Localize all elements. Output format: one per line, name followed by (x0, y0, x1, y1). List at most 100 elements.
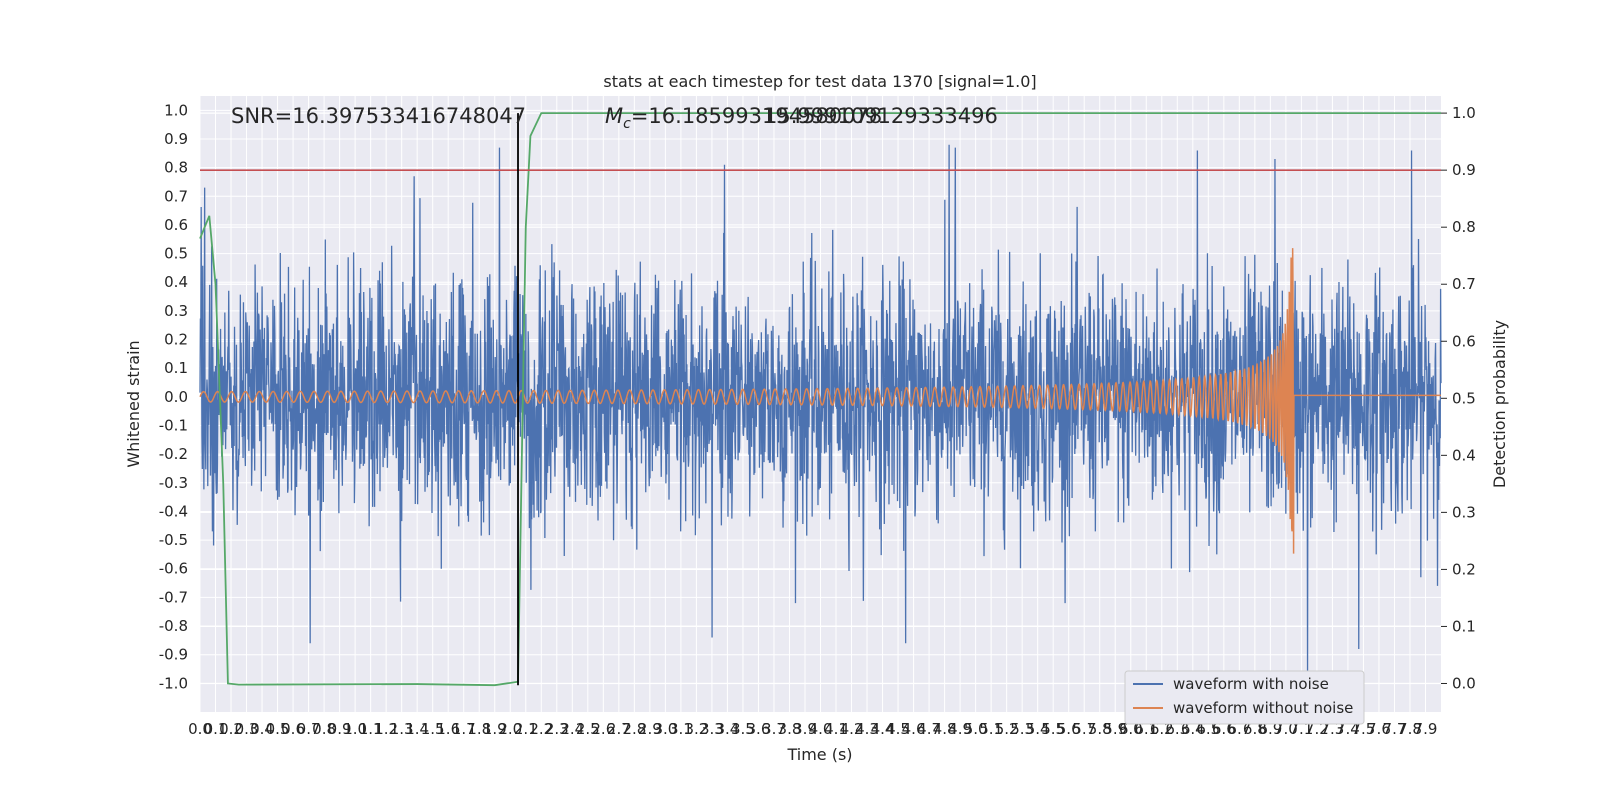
chart-title: stats at each timestep for test data 137… (603, 72, 1036, 91)
y2-tick-label: 0.9 (1452, 161, 1476, 179)
x-tick-label: 3.4 (715, 720, 739, 738)
y-axis-ticks: 1.0 0.9 0.8 0.7 0.6 0.5 0.4 0.3 0.2 0.1 0.0 -0.1 -0.… (159, 101, 188, 692)
x-tick-label: 7.9 (1414, 720, 1438, 738)
y-tick-label: -0.5 (159, 531, 188, 549)
x-tick-label: 0.8 (312, 720, 336, 738)
x-tick-label: 3.0 (653, 720, 677, 738)
y-tick-label: 0.6 (164, 216, 188, 234)
y2-tick-label: 0.6 (1452, 332, 1476, 350)
x-tick-label: 3.9 (793, 720, 817, 738)
x-tick-label: 5.6 (1057, 720, 1081, 738)
x-tick-label: 1.5 (421, 720, 445, 738)
y2-tick-label: 0.5 (1452, 389, 1476, 407)
x-tick-label: 1.6 (436, 720, 460, 738)
x-tick-label: 3.3 (700, 720, 724, 738)
y-tick-label: 0.7 (164, 187, 188, 205)
x-axis-label: Time (s) (786, 745, 852, 764)
x-tick-label: 0.5 (266, 720, 290, 738)
probability-line (199, 112, 1441, 687)
x-tick-label: 4.7 (917, 720, 941, 738)
y2-tick-label: 0.3 (1452, 503, 1476, 521)
x-tick-label: 4.5 (886, 720, 910, 738)
x-tick-label: 3.5 (731, 720, 755, 738)
x-tick-label: 1.8 (467, 720, 491, 738)
x-tick-label: 2.4 (560, 720, 584, 738)
x-tick-label: 4.2 (840, 720, 864, 738)
y2-axis-ticks: 1.0 0.9 0.8 0.7 0.6 0.5 0.4 0.3 0.2 0.1 0.0 (1441, 104, 1476, 692)
y-tick-label: -0.6 (159, 560, 188, 578)
x-tick-label: 4.4 (871, 720, 895, 738)
x-tick-label: 0.1 (204, 720, 228, 738)
chirp-mass-annotation: Mc=16.185993194580078 (605, 104, 882, 132)
y2-tick-label: 0.7 (1452, 275, 1476, 293)
x-tick-label: 0.4 (250, 720, 274, 738)
series-waveform-without-noise (199, 248, 1441, 554)
x-tick-label: 2.5 (576, 720, 600, 738)
y-tick-label: -0.7 (159, 588, 188, 606)
x-tick-label: 4.6 (902, 720, 926, 738)
y2-tick-label: 0.1 (1452, 617, 1476, 635)
y-tick-label: -0.2 (159, 445, 188, 463)
x-tick-label: 0.2 (219, 720, 243, 738)
x-tick-label: 7.6 (1367, 720, 1391, 738)
y-tick-label: 0.2 (164, 331, 188, 349)
x-tick-label: 2.1 (514, 720, 538, 738)
series-detection-probability (199, 112, 1441, 687)
x-tick-label: 2.8 (622, 720, 646, 738)
chirp-mass-subscript: c (623, 116, 631, 132)
x-tick-label: 2.7 (607, 720, 631, 738)
x-tick-label: 5.0 (964, 720, 988, 738)
y-tick-label: 0.0 (164, 388, 188, 406)
y2-tick-label: 1.0 (1452, 104, 1476, 122)
x-tick-label: 5.2 (995, 720, 1019, 738)
y-tick-label: -0.4 (159, 502, 188, 520)
y-tick-label: 0.5 (164, 245, 188, 263)
x-tick-label: 1.3 (390, 720, 414, 738)
legend-label-clean: waveform without noise (1173, 699, 1353, 717)
y2-tick-label: 0.0 (1452, 674, 1476, 692)
x-tick-label: 1.0 (343, 720, 367, 738)
x-tick-label: 3.6 (747, 720, 771, 738)
x-tick-label: 1.1 (359, 720, 383, 738)
chirp-mass-value: =16.185993194580078 (631, 104, 882, 128)
y-tick-label: 0.4 (164, 273, 188, 291)
legend: waveform with noise waveform without noi… (1124, 670, 1365, 725)
x-tick-label: 7.8 (1398, 720, 1422, 738)
snr-annotation: SNR=16.397533416748047 (231, 104, 526, 128)
y2-tick-label: 0.2 (1452, 560, 1476, 578)
y-tick-label: 0.8 (164, 159, 188, 177)
y-tick-label: -0.8 (159, 617, 188, 635)
legend-box (1124, 670, 1365, 725)
x-tick-label: 5.1 (979, 720, 1003, 738)
x-tick-label: 4.3 (855, 720, 879, 738)
x-tick-label: 0.3 (235, 720, 259, 738)
y2-tick-label: 0.4 (1452, 446, 1476, 464)
x-tick-label: 1.4 (405, 720, 429, 738)
x-tick-label: 2.2 (529, 720, 553, 738)
x-tick-label: 5.8 (1088, 720, 1112, 738)
y-tick-label: 0.1 (164, 359, 188, 377)
x-tick-label: 5.3 (1010, 720, 1034, 738)
x-tick-label: 5.7 (1072, 720, 1096, 738)
y-axis-label: Whitened strain (124, 340, 143, 467)
chirp-mass-symbol: M (605, 104, 623, 128)
legend-label-noise: waveform with noise (1173, 675, 1329, 693)
y-tick-label: -1.0 (159, 674, 188, 692)
reference-lines (200, 113, 1441, 686)
x-tick-label: 3.1 (669, 720, 693, 738)
x-axis-ticks: 0.00.10.20.30.40.50.60.70.80.91.01.11.21… (188, 720, 1437, 738)
x-tick-label: 0.7 (297, 720, 321, 738)
x-tick-label: 5.4 (1026, 720, 1050, 738)
x-tick-label: 2.3 (545, 720, 569, 738)
x-tick-label: 1.7 (452, 720, 476, 738)
x-tick-label: 4.9 (948, 720, 972, 738)
y-tick-label: 0.9 (164, 130, 188, 148)
x-tick-label: 0.9 (328, 720, 352, 738)
x-tick-label: 5.5 (1041, 720, 1065, 738)
x-tick-label: 3.8 (778, 720, 802, 738)
x-tick-label: 0.6 (281, 720, 305, 738)
x-tick-label: 1.9 (483, 720, 507, 738)
x-tick-label: 4.0 (809, 720, 833, 738)
series-waveform-with-noise (199, 144, 1442, 675)
x-tick-label: 3.2 (684, 720, 708, 738)
